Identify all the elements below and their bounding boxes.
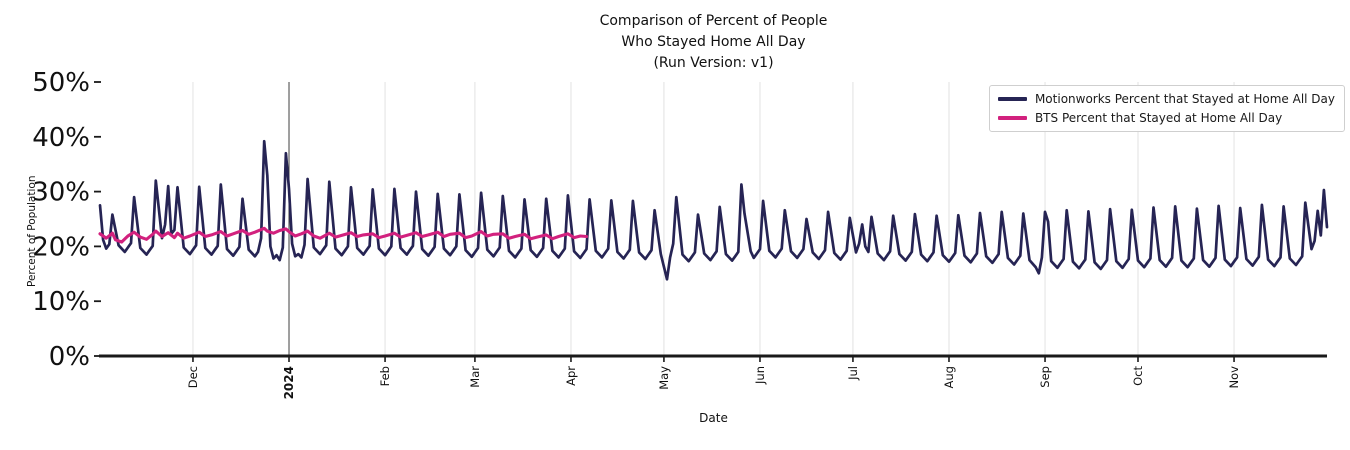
legend-swatch-motionworks	[997, 97, 1027, 101]
chart-title-line3: (Run Version: v1)	[653, 55, 774, 71]
legend-swatch-bts	[997, 116, 1027, 120]
x-tick-label: Apr	[564, 366, 578, 386]
chart-title-line2: Who Stayed Home All Day	[621, 34, 806, 50]
x-tick-label: Feb	[378, 366, 392, 386]
bts-line	[98, 226, 589, 244]
y-tick-label: 0%	[49, 342, 90, 372]
x-tick-label: 2024	[282, 366, 296, 399]
x-tick-label: Jun	[753, 366, 767, 385]
y-tick-label: 30%	[32, 178, 90, 208]
chart-title-line1: Comparison of Percent of People	[599, 13, 828, 29]
x-tick-label: May	[657, 366, 671, 390]
y-tick-label: 50%	[32, 68, 90, 98]
legend-label-motionworks: Motionworks Percent that Stayed at Home …	[1034, 92, 1335, 106]
y-tick-label: 10%	[32, 287, 90, 317]
legend: Motionworks Percent that Stayed at Home …	[988, 85, 1345, 132]
x-tick-label: Nov	[1227, 366, 1241, 389]
y-axis-label: Percent of Population	[26, 175, 38, 287]
x-tick-label: Dec	[186, 366, 200, 388]
y-tick-label: 20%	[32, 232, 90, 262]
x-axis-label: Date	[699, 411, 728, 425]
x-tick-label: Oct	[1131, 366, 1145, 386]
legend-item-motionworks: Motionworks Percent that Stayed at Home …	[997, 92, 1335, 106]
y-tick-label: 40%	[32, 123, 90, 153]
x-tick-label: Sep	[1038, 366, 1052, 388]
chart-title: Comparison of Percent of People Who Stay…	[100, 11, 1327, 74]
legend-label-bts: BTS Percent that Stayed at Home All Day	[1034, 111, 1283, 125]
x-tick-label: Aug	[942, 366, 956, 388]
x-tick-label: Jul	[846, 366, 860, 381]
legend-item-bts: BTS Percent that Stayed at Home All Day	[997, 111, 1335, 125]
x-tick-label: Mar	[468, 366, 482, 388]
motionworks-line	[98, 139, 1329, 281]
